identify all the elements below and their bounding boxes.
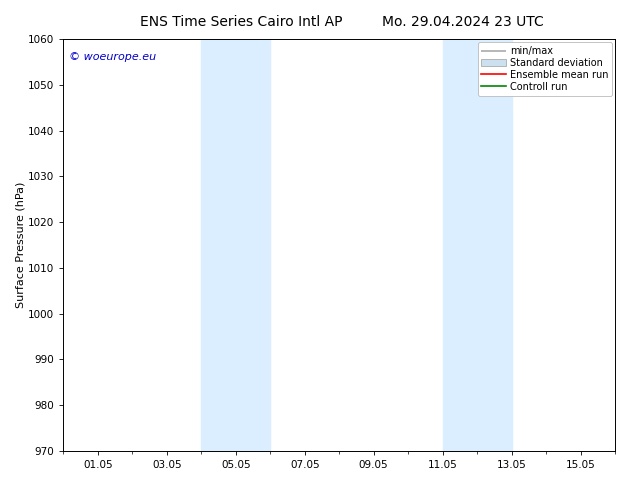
Text: Mo. 29.04.2024 23 UTC: Mo. 29.04.2024 23 UTC bbox=[382, 15, 544, 29]
Y-axis label: Surface Pressure (hPa): Surface Pressure (hPa) bbox=[15, 182, 25, 308]
Text: © woeurope.eu: © woeurope.eu bbox=[69, 51, 156, 62]
Bar bbox=[202, 39, 270, 451]
Bar bbox=[443, 39, 512, 451]
Text: ENS Time Series Cairo Intl AP: ENS Time Series Cairo Intl AP bbox=[139, 15, 342, 29]
Legend: min/max, Standard deviation, Ensemble mean run, Controll run: min/max, Standard deviation, Ensemble me… bbox=[477, 42, 612, 96]
